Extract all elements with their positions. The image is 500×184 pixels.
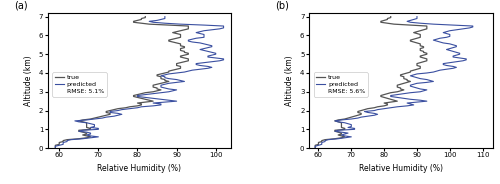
predicted [162, 22, 168, 24]
true [418, 35, 424, 38]
predicted [418, 22, 424, 24]
Text: (b): (b) [276, 0, 289, 10]
X-axis label: Relative Humidity (%): Relative Humidity (%) [98, 164, 182, 173]
true [312, 147, 318, 149]
predicted [312, 146, 318, 148]
predicted [322, 139, 328, 142]
Line: true: true [315, 17, 427, 148]
true [414, 32, 420, 35]
true [384, 104, 390, 106]
Legend: true, predicted, RMSE: 5.1%: true, predicted, RMSE: 5.1% [52, 72, 106, 97]
predicted [64, 139, 70, 142]
true [138, 22, 144, 24]
true [142, 15, 148, 18]
Y-axis label: Altitude (km): Altitude (km) [286, 55, 294, 106]
Legend: true, predicted, RMSE: 5.6%: true, predicted, RMSE: 5.6% [314, 72, 368, 97]
predicted [444, 32, 450, 35]
Line: true: true [56, 17, 188, 148]
true [384, 22, 390, 24]
Line: predicted: predicted [315, 17, 473, 148]
Text: (a): (a) [14, 0, 28, 10]
X-axis label: Relative Humidity (%): Relative Humidity (%) [358, 164, 442, 173]
predicted [158, 104, 164, 106]
predicted [162, 15, 168, 18]
true [52, 147, 59, 149]
predicted [414, 15, 420, 18]
predicted [201, 35, 207, 38]
predicted [447, 35, 453, 38]
Line: predicted: predicted [56, 17, 224, 148]
true [60, 139, 66, 142]
true [312, 146, 318, 148]
Y-axis label: Altitude (km): Altitude (km) [24, 55, 34, 106]
true [319, 139, 325, 142]
true [174, 32, 180, 35]
predicted [312, 147, 318, 149]
true [138, 104, 144, 106]
true [52, 146, 59, 148]
true [178, 35, 184, 38]
predicted [197, 32, 203, 35]
predicted [52, 146, 59, 148]
true [388, 15, 394, 18]
predicted [52, 147, 59, 149]
predicted [410, 104, 416, 106]
